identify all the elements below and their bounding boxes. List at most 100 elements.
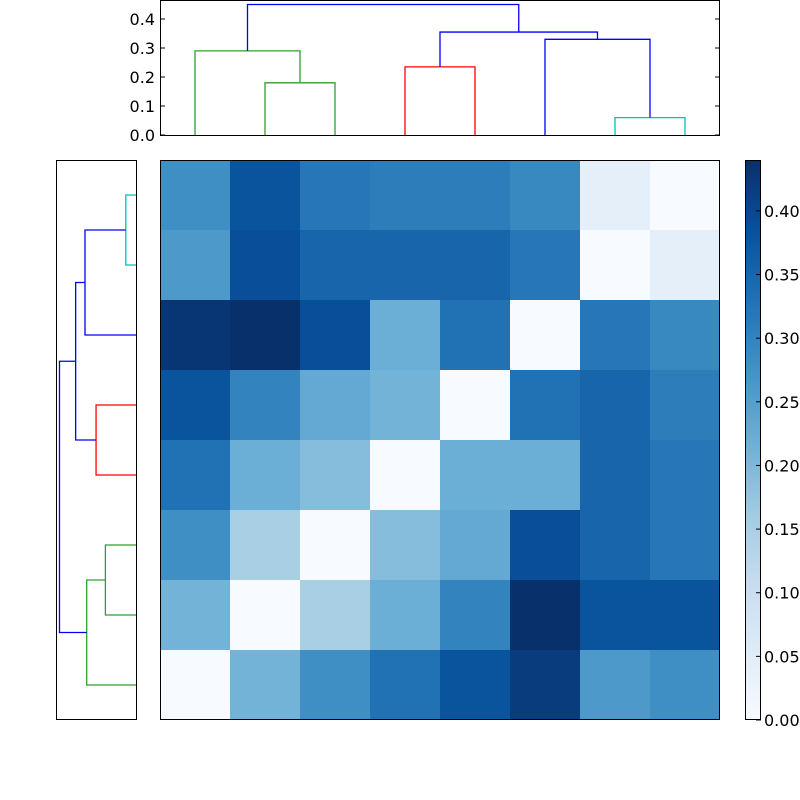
heatmap-cell <box>510 510 580 580</box>
heatmap-cell <box>370 510 440 580</box>
heatmap-cell <box>230 650 300 720</box>
heatmap-cell <box>300 650 370 720</box>
y-tick-label: 0.0 <box>130 126 155 145</box>
heatmap-cell <box>510 160 580 230</box>
heatmap-cell <box>160 230 230 300</box>
heatmap-cell <box>650 300 720 370</box>
heatmap-cell <box>300 440 370 510</box>
dendrogram-link <box>246 3 520 51</box>
heatmap-cell <box>370 370 440 440</box>
heatmap-cell <box>510 650 580 720</box>
heatmap-cell <box>300 370 370 440</box>
heatmap-cell <box>160 440 230 510</box>
top-dendrogram-y-axis: 0.0 0.1 0.2 0.3 0.4 <box>130 10 720 145</box>
heatmap-cell <box>650 440 720 510</box>
dendrogram-link <box>194 50 301 135</box>
dendrogram-link <box>404 66 476 135</box>
heatmap-cell <box>230 440 300 510</box>
heatmap-cell <box>300 230 370 300</box>
colorbar-tick-label: 0.15 <box>764 520 800 539</box>
dendrogram-link <box>58 360 87 634</box>
heatmap-cell <box>160 160 230 230</box>
heatmap-cell <box>650 650 720 720</box>
dendrogram-link <box>125 194 136 266</box>
heatmap-cell <box>510 370 580 440</box>
top-dendrogram-frame <box>160 0 720 136</box>
heatmap-cell <box>230 230 300 300</box>
dendrogram-link <box>264 82 336 135</box>
colorbar-tick-label: 0.00 <box>764 711 800 730</box>
colorbar-tick-label: 0.10 <box>764 584 800 603</box>
colorbar-tick-label: 0.40 <box>764 202 800 221</box>
heatmap-cell <box>510 440 580 510</box>
heatmap-cell <box>160 650 230 720</box>
heatmap-cell <box>300 300 370 370</box>
y-tick-label: 0.3 <box>130 39 155 58</box>
heatmap-cell <box>440 230 510 300</box>
heatmap-cell <box>370 160 440 230</box>
colorbar <box>745 160 761 720</box>
top-dendrogram <box>194 3 686 135</box>
heatmap-cell <box>580 510 650 580</box>
heatmap-cell <box>580 650 650 720</box>
heatmap-cell <box>300 510 370 580</box>
heatmap-cell <box>440 510 510 580</box>
heatmap-cell <box>370 300 440 370</box>
heatmap-cell <box>510 580 580 650</box>
dendrogram-link <box>439 31 599 67</box>
heatmap-cell <box>510 300 580 370</box>
colorbar-tick-label: 0.25 <box>764 393 800 412</box>
heatmap-cell <box>440 300 510 370</box>
heatmap-cell <box>580 580 650 650</box>
heatmap-cell <box>440 580 510 650</box>
heatmap-cell <box>580 440 650 510</box>
heatmap-cell <box>300 160 370 230</box>
heatmap-cell <box>440 160 510 230</box>
heatmap-cell <box>580 370 650 440</box>
heatmap-cell <box>440 650 510 720</box>
dendrogram-link <box>104 544 136 616</box>
dendrogram-link <box>95 404 136 476</box>
left-dendrogram-frame <box>56 160 137 720</box>
heatmap-cell <box>440 370 510 440</box>
y-tick-label: 0.1 <box>130 97 155 116</box>
heatmap-cell <box>370 650 440 720</box>
dendrogram-link <box>614 116 686 135</box>
heatmap-cell <box>580 300 650 370</box>
colorbar-tick-label: 0.35 <box>764 266 800 285</box>
heatmap-cell <box>160 370 230 440</box>
colorbar-tick-label: 0.05 <box>764 647 800 666</box>
dendrogram-link <box>75 281 97 441</box>
heatmap-cell <box>230 370 300 440</box>
heatmap-cell <box>440 440 510 510</box>
heatmap-cell <box>230 580 300 650</box>
heatmap-cell <box>370 440 440 510</box>
heatmap-cell <box>160 300 230 370</box>
heatmap-cell <box>510 230 580 300</box>
dendrogram-link <box>86 579 136 686</box>
heatmap-cell <box>580 160 650 230</box>
heatmap-cell <box>160 580 230 650</box>
heatmap-cell <box>650 510 720 580</box>
heatmap-cell <box>370 230 440 300</box>
dendrogram-link <box>544 38 651 135</box>
colorbar-frame <box>745 160 761 720</box>
heatmap-cell <box>230 510 300 580</box>
colorbar-tick-label: 0.20 <box>764 456 800 475</box>
heatmap-cell <box>650 370 720 440</box>
heatmap-cell <box>230 300 300 370</box>
y-tick-label: 0.2 <box>130 68 155 87</box>
heatmap-cell <box>300 580 370 650</box>
heatmap-cell <box>650 160 720 230</box>
dendrogram-link <box>84 229 136 336</box>
heatmap-cell <box>160 510 230 580</box>
colorbar-axis: 0.00 0.05 0.10 0.15 0.20 0.25 0.30 0.35 0.40 <box>756 202 800 730</box>
heatmap-frame <box>160 160 720 720</box>
left-dendrogram <box>58 194 136 686</box>
y-tick-label: 0.4 <box>130 10 155 29</box>
heatmap-cell <box>230 160 300 230</box>
heatmap-cell <box>650 230 720 300</box>
colorbar-tick-label: 0.30 <box>764 329 800 348</box>
heatmap-cell <box>370 580 440 650</box>
